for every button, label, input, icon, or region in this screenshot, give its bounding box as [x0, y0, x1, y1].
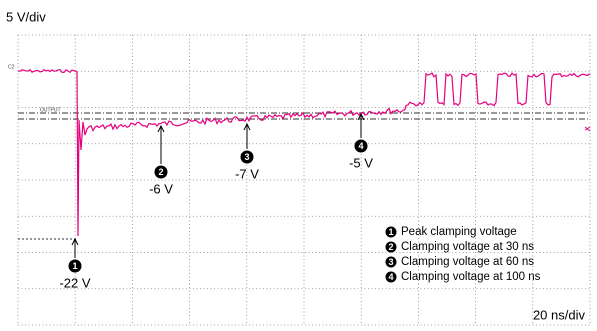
- waveform-trace: [17, 68, 591, 237]
- marker-badge: [354, 139, 368, 153]
- marker-badge: [68, 259, 82, 273]
- legend-number: 2: [388, 242, 393, 252]
- marker-arrowhead: [157, 124, 165, 133]
- legend-label: Clamping voltage at 30 ns: [401, 241, 534, 253]
- grid: [17, 34, 591, 326]
- marker-number: 4: [358, 141, 363, 151]
- legend-label: Clamping voltage at 100 ns: [401, 271, 541, 283]
- legend: 1 Peak clamping voltage 2 Clamping voltage …: [385, 226, 541, 283]
- marker-arrowhead: [243, 122, 251, 131]
- legend-badge: [385, 271, 397, 283]
- trigger-marker: [584, 126, 591, 132]
- reference-label: OUTPUT: [40, 107, 61, 113]
- marker-badge: [154, 165, 168, 179]
- marker-badge: [240, 150, 254, 164]
- legend-label: Peak clamping voltage: [401, 226, 517, 238]
- legend-badge: [385, 241, 397, 253]
- legend-badge: [385, 226, 397, 238]
- legend-badge: [385, 256, 397, 268]
- legend-label: Clamping voltage at 60 ns: [401, 256, 534, 268]
- legend-number: 4: [388, 272, 393, 282]
- horizontal-scale: 20 ns/div: [533, 307, 586, 322]
- channel-label: C2: [8, 64, 15, 70]
- marker-number: 3: [244, 152, 249, 162]
- legend-number: 3: [388, 257, 393, 267]
- marker-voltage: -6 V: [149, 181, 173, 196]
- marker-voltage: -5 V: [349, 155, 373, 170]
- marker-arrowhead: [357, 112, 365, 121]
- marker-number: 2: [158, 167, 163, 177]
- vertical-scale: 5 V/div: [6, 9, 46, 24]
- marker-voltage: -22 V: [59, 275, 90, 290]
- markers: 1 -22 V 2 -6 V 3 -7 V 4 -5 V: [59, 112, 373, 290]
- marker-voltage: -7 V: [235, 166, 259, 181]
- marker-number: 1: [72, 261, 77, 271]
- marker-arrowhead: [71, 237, 79, 246]
- legend-number: 1: [388, 227, 393, 237]
